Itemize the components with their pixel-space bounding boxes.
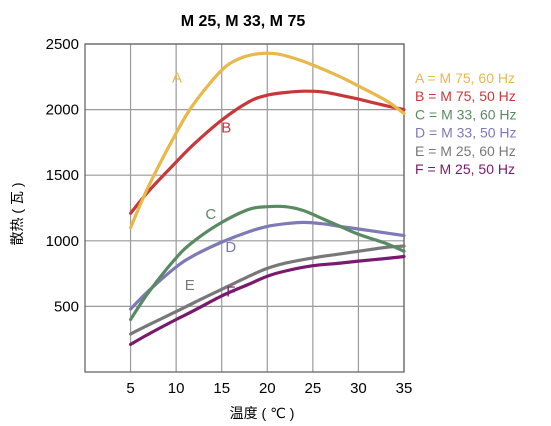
legend-entry-d: D = M 33, 50 Hz [415,125,517,141]
curve-label-b: B [221,120,231,137]
y-tick-label: 2500 [46,36,79,53]
y-tick-label: 500 [54,298,79,315]
legend: A = M 75, 60 Hz B = M 75, 50 Hz C = M 33, … [415,70,517,177]
plot-frame [84,43,405,373]
curve-label-a: A [172,70,182,87]
y-tick-label: 2000 [46,102,79,119]
y-axis-label: 散热 ( 瓦 ) [9,183,25,246]
x-tick-label: 25 [305,380,322,397]
x-tick-label: 10 [168,380,185,397]
curve-label-f: F [226,284,235,301]
legend-entry-e: E = M 25, 60 Hz [415,143,516,159]
curve-label-c: C [205,206,216,223]
series-line-c [129,204,406,322]
curve-labels: A B CD E F [172,70,236,301]
series-line-d [129,220,406,311]
legend-entry-f: F = M 25, 50 Hz [415,161,515,177]
x-tick-label: 5 [126,380,134,397]
x-axis-label: 温度 ( ℃ ) [230,405,295,421]
series-line-a [129,51,406,230]
legend-entry-c: C = M 33, 60 Hz [415,106,517,122]
legend-entry-a: A = M 75, 60 Hz [415,70,515,86]
x-tick-label: 35 [396,380,413,397]
legend-entry-b: B = M 75, 50 Hz [415,88,516,104]
x-tick-label: 20 [259,380,276,397]
curve-label-e: E [185,277,195,294]
y-tick-label: 1500 [46,167,79,184]
series-line-b [129,89,406,215]
series-lines [129,51,406,346]
chart-title: M 25, M 33, M 75 [181,13,306,30]
series-line-f [129,254,406,346]
series-line-e [129,244,406,336]
curve-label-d: D [225,239,236,256]
y-tick-label: 1000 [46,233,79,250]
tick-labels: 5 10 15 20 25 30 35 500 1000 1500 2000 2500 [46,36,413,397]
x-tick-label: 30 [350,380,367,397]
x-tick-label: 15 [213,380,230,397]
